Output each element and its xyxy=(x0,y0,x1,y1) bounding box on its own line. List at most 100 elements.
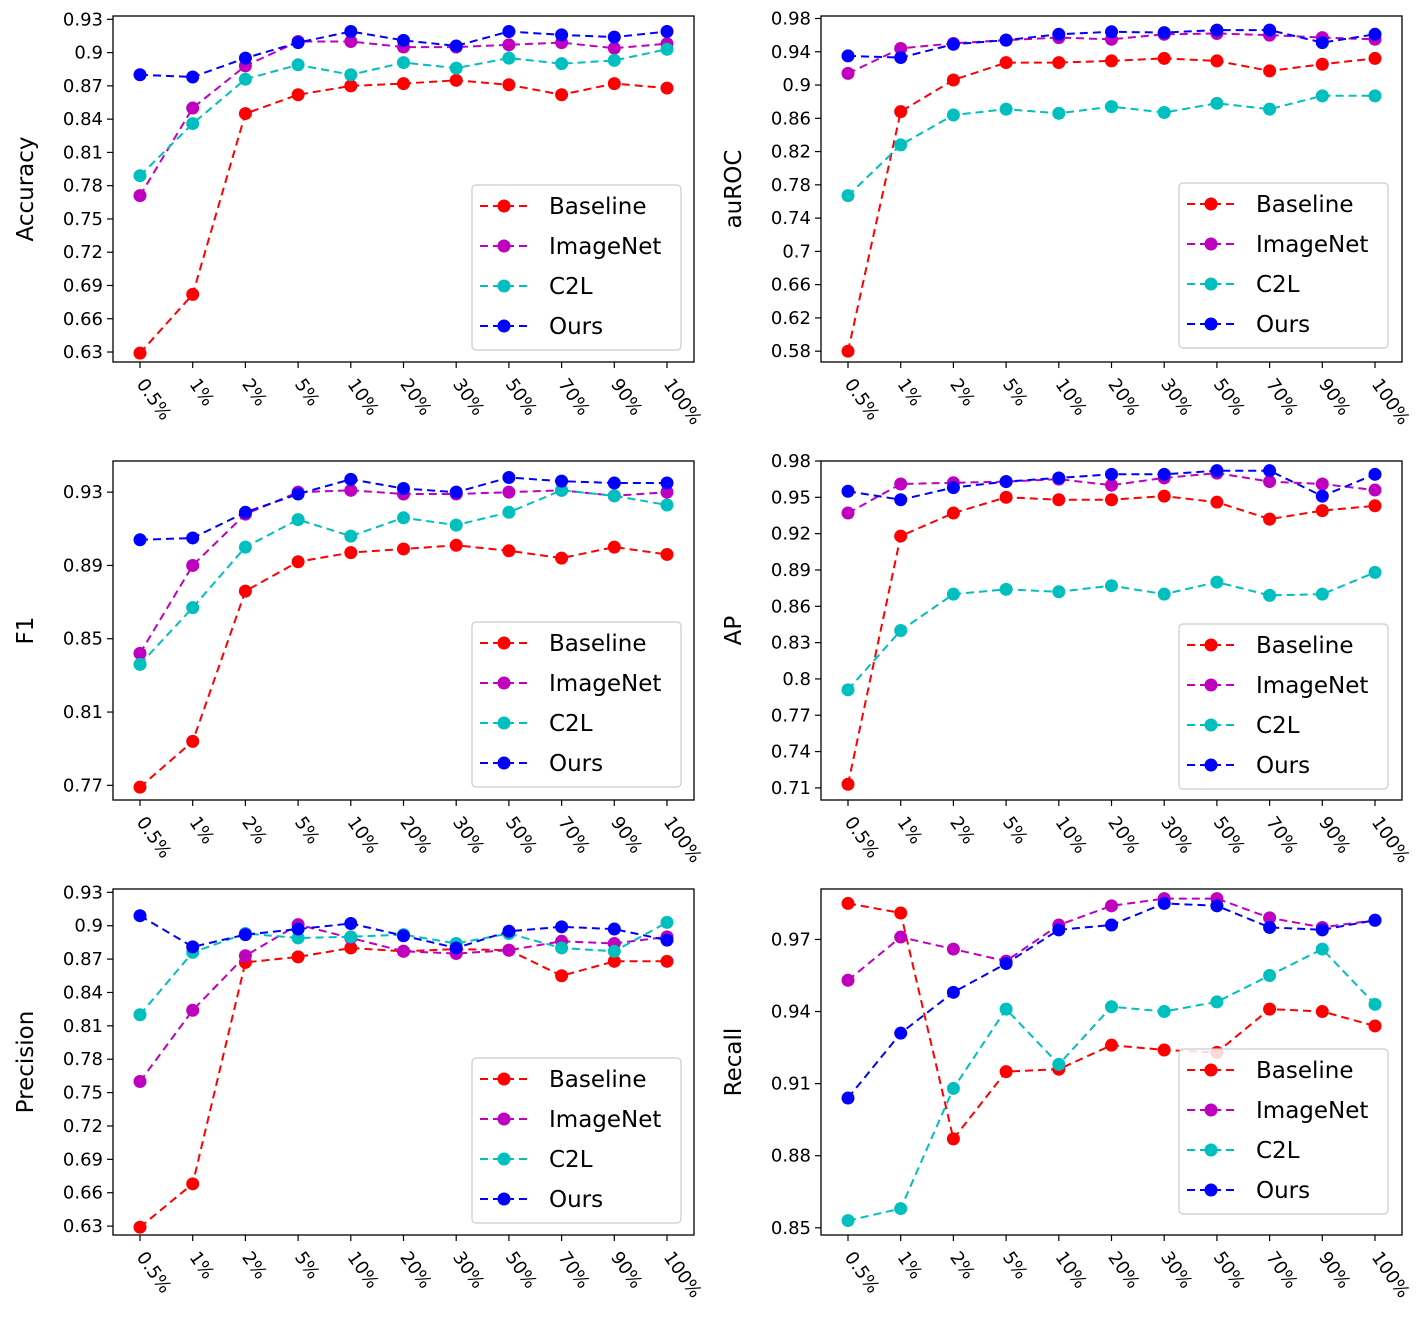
data-point-baseline xyxy=(1105,54,1118,68)
data-point-c2l xyxy=(344,68,358,82)
legend-label-imagenet: ImageNet xyxy=(1256,232,1368,258)
chart-panel-recall: 0.85 0.88 0.91 0.94 0.97 0.5% 1% 2% 5% 10% 20% 30% 5… xyxy=(721,888,1414,1302)
data-point-baseline xyxy=(1368,499,1382,513)
data-point-c2l xyxy=(607,489,621,503)
series-line-imagenet xyxy=(847,472,1376,514)
data-point-ours xyxy=(660,25,674,39)
data-point-c2l xyxy=(1105,100,1118,114)
x-tick-label: 20% xyxy=(395,375,435,420)
x-tick-label: 0.5% xyxy=(132,813,175,863)
data-point-c2l xyxy=(946,108,960,122)
data-point-baseline xyxy=(1157,51,1171,65)
legend-label-ours: Ours xyxy=(549,314,603,340)
data-point-c2l xyxy=(660,915,674,929)
legend-swatch-marker xyxy=(1204,1183,1218,1197)
y-tick-label: 0.95 xyxy=(771,487,811,508)
y-tick-label: 0.86 xyxy=(771,108,811,129)
data-point-ours xyxy=(397,929,410,943)
y-tick-label: 0.81 xyxy=(63,1016,103,1037)
data-point-c2l xyxy=(1210,575,1224,589)
legend-box xyxy=(471,184,682,351)
x-tick-label: 0.5% xyxy=(840,1248,883,1298)
data-point-ours xyxy=(1105,918,1118,932)
y-tick-label: 0.88 xyxy=(771,1146,811,1167)
data-point-imagenet xyxy=(894,477,908,491)
data-point-imagenet xyxy=(1315,477,1329,491)
data-point-baseline xyxy=(841,896,855,910)
data-point-c2l xyxy=(1052,585,1066,599)
legend-label-c2l: C2L xyxy=(1256,272,1300,298)
data-point-baseline xyxy=(1368,1019,1382,1033)
x-tick-label: 5% xyxy=(998,813,1032,848)
data-point-ours xyxy=(894,51,908,65)
y-tick-label: 0.9 xyxy=(74,43,103,64)
data-point-baseline xyxy=(894,906,908,920)
data-point-ours xyxy=(344,472,358,486)
y-tick-label: 0.98 xyxy=(771,8,811,29)
y-tick-label: 0.94 xyxy=(771,42,811,63)
data-point-imagenet xyxy=(238,949,252,963)
legend-label-ours: Ours xyxy=(1256,753,1310,779)
x-tick-label: 20% xyxy=(395,813,435,858)
y-tick-label: 0.85 xyxy=(771,1218,811,1239)
data-point-c2l xyxy=(1105,579,1118,593)
x-tick-label: 10% xyxy=(343,1248,383,1293)
data-point-baseline xyxy=(1052,56,1066,70)
x-tick-label: 20% xyxy=(1103,375,1143,420)
x-tick-label: 100% xyxy=(1367,813,1414,867)
data-point-ours xyxy=(1157,467,1171,481)
data-point-imagenet xyxy=(502,38,516,52)
data-point-imagenet xyxy=(186,101,200,115)
data-point-ours xyxy=(1315,923,1329,937)
data-point-c2l xyxy=(999,102,1013,116)
data-point-ours xyxy=(660,476,674,490)
series-line-baseline xyxy=(847,57,1376,352)
chart-panel-accuracy: 0.63 0.66 0.69 0.72 0.75 0.78 0.81 0.84 0.87 0.9 0… xyxy=(13,9,706,429)
data-point-baseline xyxy=(607,954,621,968)
data-point-imagenet xyxy=(841,973,855,987)
legend-swatch-marker xyxy=(497,756,511,770)
x-tick-label: 5% xyxy=(998,375,1032,410)
x-tick-label: 2% xyxy=(945,813,979,848)
data-point-imagenet xyxy=(344,35,358,49)
data-point-c2l xyxy=(238,72,252,86)
data-point-c2l xyxy=(999,582,1013,596)
data-point-ours xyxy=(1210,23,1224,37)
x-tick-label: 100% xyxy=(1367,1248,1414,1302)
data-point-c2l xyxy=(894,138,908,152)
y-tick-label: 0.84 xyxy=(63,109,103,130)
y-tick-label: 0.89 xyxy=(63,555,103,576)
x-tick-label: 1% xyxy=(185,1248,219,1283)
data-point-imagenet xyxy=(133,646,147,660)
y-tick-label: 0.62 xyxy=(771,308,811,329)
x-tick-label: 1% xyxy=(893,1248,927,1283)
legend-swatch-marker xyxy=(497,279,511,293)
y-tick-label: 0.91 xyxy=(771,1074,811,1095)
legend-swatch-marker xyxy=(1204,638,1218,652)
data-point-c2l xyxy=(607,944,621,958)
x-tick-label: 2% xyxy=(945,1248,979,1283)
y-tick-label: 0.63 xyxy=(63,342,103,363)
chart-panel-precision: 0.63 0.66 0.69 0.72 0.75 0.78 0.81 0.84 0.87 0.9 0… xyxy=(13,882,706,1302)
data-point-baseline xyxy=(344,79,358,93)
legend-box xyxy=(1178,623,1389,790)
legend-swatch-marker xyxy=(1204,277,1218,291)
x-tick-label: 70% xyxy=(1262,375,1302,420)
data-point-baseline xyxy=(1315,57,1329,71)
y-tick-label: 0.75 xyxy=(63,1083,103,1104)
data-point-imagenet xyxy=(841,506,855,520)
legend: Baseline ImageNet C2L Ours xyxy=(1178,182,1389,349)
data-point-ours xyxy=(999,33,1013,47)
data-point-ours xyxy=(1210,899,1224,913)
x-tick-label: 100% xyxy=(1367,375,1414,429)
data-point-c2l xyxy=(133,1008,147,1022)
data-point-c2l xyxy=(946,587,960,601)
data-point-baseline xyxy=(502,544,516,558)
data-point-baseline xyxy=(660,954,674,968)
x-tick-label: 30% xyxy=(448,813,488,858)
data-point-ours xyxy=(397,33,410,47)
series-line-imagenet xyxy=(847,32,1376,75)
data-point-baseline xyxy=(1263,512,1277,526)
y-axis-label: F1 xyxy=(13,617,39,645)
